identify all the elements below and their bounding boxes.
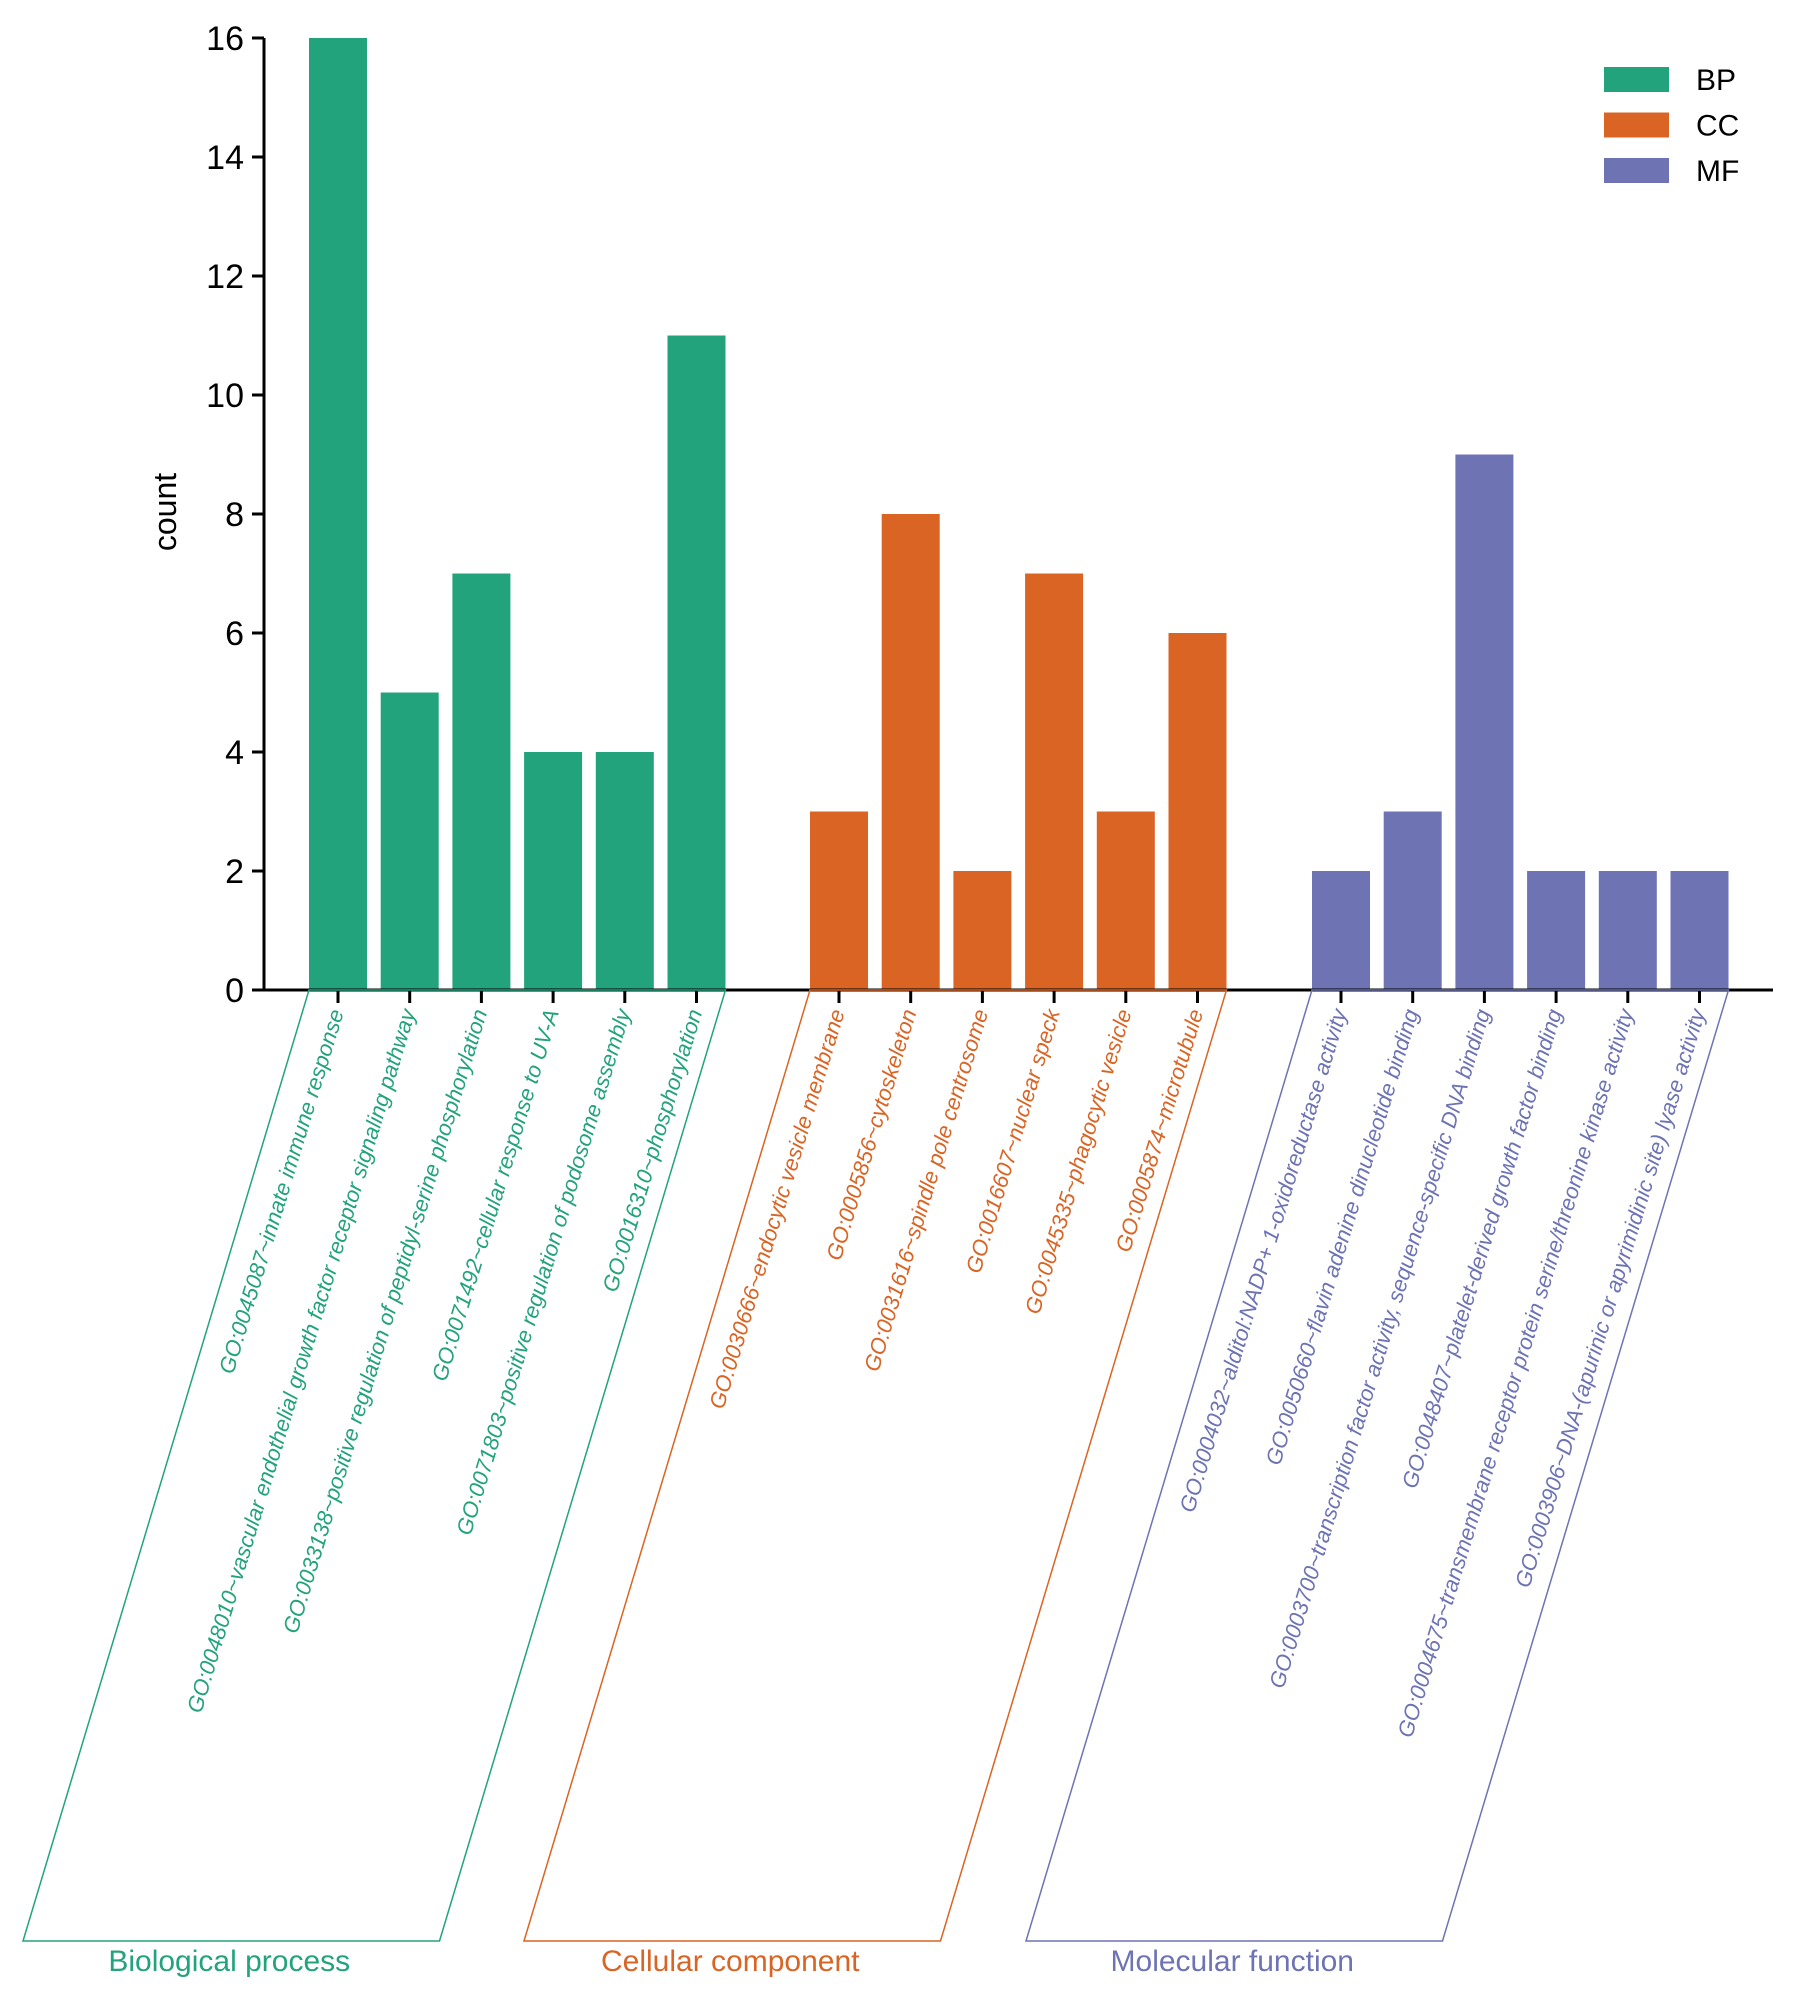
axes: 0 2 4 6 8 10 12 14 16 xyxy=(206,20,1773,1010)
group-label: Biological process xyxy=(108,1945,350,1978)
bar xyxy=(309,38,367,990)
group-label: Cellular component xyxy=(601,1945,860,1978)
bar xyxy=(380,692,439,990)
bar xyxy=(1670,871,1729,990)
bar xyxy=(524,752,583,990)
category-label: GO:0030666~endocytic vesicle membrane xyxy=(704,1006,850,1412)
bar xyxy=(1527,871,1586,990)
y-tick-label: 0 xyxy=(225,972,244,1010)
legend: BP CC MF xyxy=(1604,64,1739,188)
bars xyxy=(309,38,1729,990)
group-bracket xyxy=(522,989,1228,1942)
legend-swatch xyxy=(1604,67,1669,92)
category-label: GO:0031616~spindle pole centrosome xyxy=(859,1006,993,1374)
bar xyxy=(1312,871,1370,990)
bar xyxy=(881,514,940,990)
category-labels: GO:0045087~innate immune responseGO:0048… xyxy=(21,989,1730,1978)
y-tick-label: 12 xyxy=(206,258,244,296)
group-label: Molecular function xyxy=(1111,1945,1354,1978)
bar xyxy=(953,871,1012,990)
bar xyxy=(1383,811,1442,990)
category-label: GO:0045087~innate immune response xyxy=(214,1006,349,1376)
legend-swatch xyxy=(1604,158,1669,183)
bar xyxy=(1455,454,1514,990)
y-tick-label: 16 xyxy=(206,20,244,58)
y-tick-label: 8 xyxy=(225,496,244,534)
bar xyxy=(595,752,654,990)
group-bracket xyxy=(21,989,727,1942)
legend-label: MF xyxy=(1696,155,1739,188)
bar xyxy=(1168,633,1227,990)
bar xyxy=(1598,871,1657,990)
y-tick-label: 2 xyxy=(225,853,244,891)
group-bracket xyxy=(1024,989,1730,1942)
y-tick-label: 4 xyxy=(225,734,244,772)
category-label: GO:0071492~cellular response to UV-A xyxy=(427,1006,564,1384)
legend-label: BP xyxy=(1696,64,1736,97)
legend-swatch xyxy=(1604,112,1669,138)
y-axis-label: count xyxy=(147,473,183,551)
bar xyxy=(452,573,511,990)
y-tick-label: 10 xyxy=(206,377,244,415)
bar xyxy=(667,335,726,990)
legend-label: CC xyxy=(1696,110,1739,143)
y-tick-label: 6 xyxy=(225,615,244,653)
y-tick-label: 14 xyxy=(206,139,244,177)
bar xyxy=(1025,573,1084,990)
bar xyxy=(810,811,868,990)
category-label: GO:0050660~flavin adenine dinucleotide b… xyxy=(1261,1005,1424,1467)
bar xyxy=(1096,811,1155,990)
